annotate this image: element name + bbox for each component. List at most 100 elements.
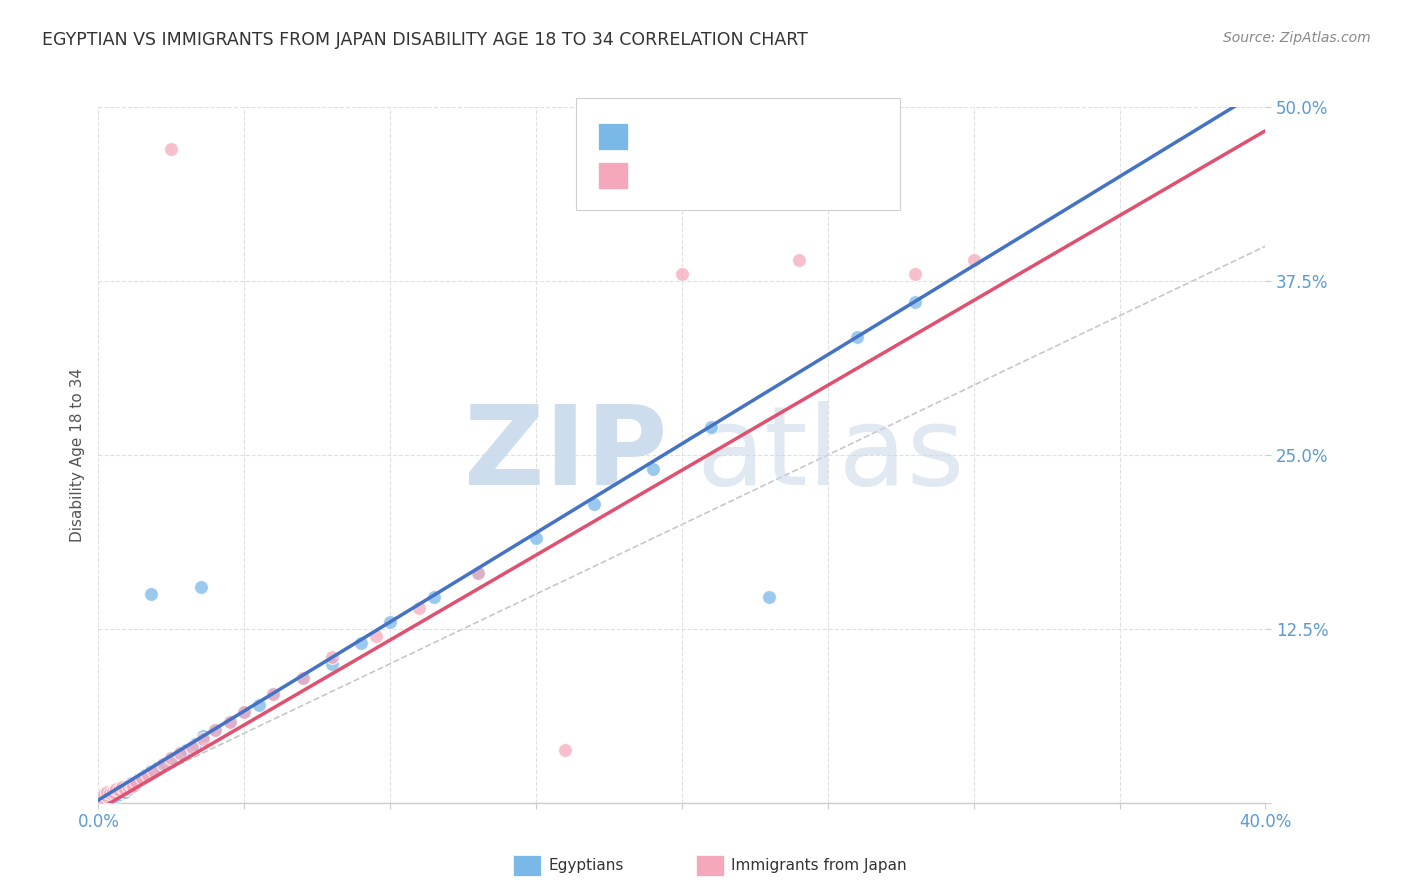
Point [904,267,927,281]
Point [160,751,183,765]
Point [218,715,240,730]
Point [204,723,226,738]
Point [96,791,118,805]
Y-axis label: Disability Age 18 to 34: Disability Age 18 to 34 [69,368,84,542]
Point [108,788,131,802]
Text: N = 52: N = 52 [780,128,848,145]
Text: atlas: atlas [696,401,965,508]
Point [128,772,150,786]
Point [174,743,197,757]
Point [554,743,576,757]
Point [160,142,183,156]
Point [98,786,121,800]
Point [114,785,136,799]
Point [134,768,156,782]
Text: EGYPTIAN VS IMMIGRANTS FROM JAPAN DISABILITY AGE 18 TO 34 CORRELATION CHART: EGYPTIAN VS IMMIGRANTS FROM JAPAN DISABI… [42,31,808,49]
Point [169,746,191,760]
Point [101,785,124,799]
Point [350,636,373,650]
Point [641,462,664,476]
Point [467,566,489,581]
Point [101,788,124,802]
Point [136,768,159,782]
Point [93,789,115,803]
Point [111,780,134,795]
Point [233,706,256,720]
Point [758,590,780,604]
Text: Immigrants from Japan: Immigrants from Japan [731,858,907,872]
Point [247,698,270,713]
Point [262,687,284,701]
Text: N = 34: N = 34 [780,167,848,185]
Point [120,778,142,792]
Point [117,779,139,793]
Point [108,783,131,797]
Point [846,329,869,343]
Point [96,788,118,802]
Text: ZIP: ZIP [464,401,668,508]
Text: Source: ZipAtlas.com: Source: ZipAtlas.com [1223,31,1371,45]
Point [139,764,162,778]
Point [160,751,183,765]
Point [146,761,169,775]
Point [90,790,112,805]
Point [139,587,162,601]
Point [380,615,402,629]
Point [233,706,256,720]
Point [142,764,165,778]
Point [204,723,226,738]
Point [467,566,489,581]
Point [114,781,136,796]
Point [96,789,118,803]
Point [524,532,547,546]
Text: R = 0.727: R = 0.727 [640,167,738,185]
Point [131,771,153,785]
Point [321,649,343,664]
Point [787,253,810,268]
Point [108,783,131,797]
Point [190,580,212,594]
Point [193,731,215,746]
Point [408,601,430,615]
Point [93,790,115,805]
Point [152,756,174,771]
Point [122,778,145,792]
Point [583,497,606,511]
Point [125,775,148,789]
Point [93,788,115,802]
Point [98,789,121,803]
Point [364,629,387,643]
Point [152,756,174,771]
Text: Egyptians: Egyptians [548,858,624,872]
Point [291,671,314,685]
Point [180,740,202,755]
Point [120,776,142,790]
Point [904,294,927,309]
Text: R = 0.765: R = 0.765 [640,128,738,145]
Point [218,715,240,730]
Point [671,267,693,281]
Point [98,786,121,800]
Point [90,791,112,805]
Point [193,729,215,743]
Point [321,657,343,671]
Point [111,785,134,799]
Point [104,789,127,803]
Point [262,687,284,701]
Point [962,253,984,268]
Point [104,781,127,796]
Point [169,746,191,760]
Point [104,785,127,799]
Point [183,737,205,751]
Point [117,779,139,793]
Point [96,785,118,799]
Point [125,775,148,789]
Point [423,590,446,604]
Point [101,790,124,805]
Point [291,671,314,685]
Point [122,779,145,793]
Point [111,781,134,796]
Point [131,771,153,785]
Point [700,420,723,434]
Point [117,781,139,796]
